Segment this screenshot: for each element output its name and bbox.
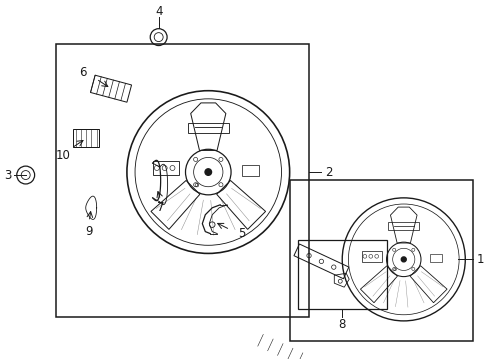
Text: 3: 3	[4, 168, 12, 181]
Text: 7: 7	[157, 201, 164, 214]
Text: 9: 9	[85, 225, 93, 238]
Bar	[242, 165, 258, 176]
Circle shape	[401, 257, 406, 262]
Text: 6: 6	[80, 66, 87, 79]
Text: 8: 8	[338, 318, 345, 331]
Bar	[289, 180, 472, 341]
Text: 4: 4	[155, 5, 162, 18]
Bar	[56, 44, 309, 317]
Circle shape	[204, 169, 211, 175]
Bar	[387, 222, 418, 230]
Bar	[361, 251, 381, 261]
Bar	[153, 161, 179, 175]
Text: 1: 1	[475, 253, 483, 266]
Text: 5: 5	[238, 227, 245, 240]
Text: 10: 10	[56, 149, 71, 162]
Bar	[297, 239, 386, 309]
Bar	[187, 123, 228, 133]
Bar	[429, 254, 441, 262]
Text: 2: 2	[325, 166, 332, 179]
